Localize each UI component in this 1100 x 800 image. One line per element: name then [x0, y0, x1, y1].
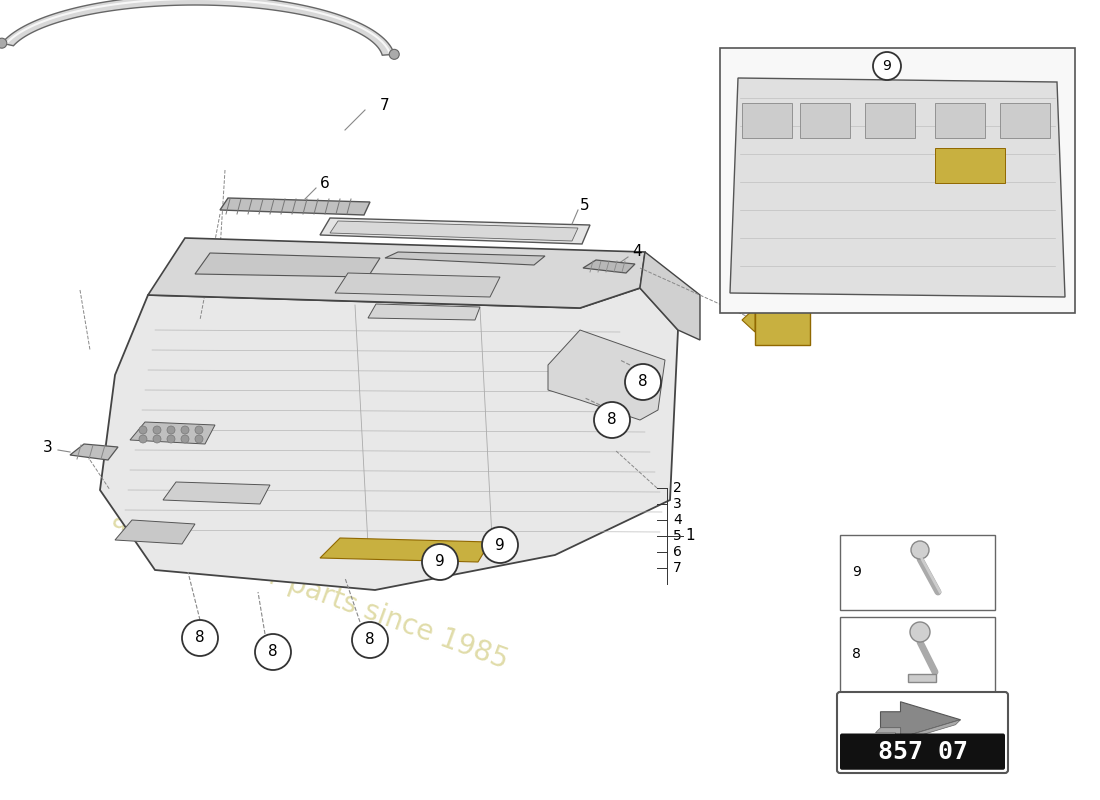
Polygon shape	[755, 295, 810, 345]
FancyBboxPatch shape	[840, 734, 1005, 770]
Polygon shape	[583, 260, 635, 273]
Text: e-c-a: e-c-a	[117, 397, 443, 603]
Polygon shape	[880, 702, 960, 738]
Bar	[935, 148, 1005, 183]
Text: 7: 7	[379, 98, 389, 113]
Text: 8: 8	[607, 413, 617, 427]
Bar	[1000, 103, 1050, 138]
Circle shape	[352, 622, 388, 658]
Bar	[800, 103, 850, 138]
Polygon shape	[320, 538, 490, 562]
Polygon shape	[70, 444, 118, 460]
Polygon shape	[640, 252, 700, 340]
Text: 5: 5	[580, 198, 590, 213]
Circle shape	[153, 435, 161, 443]
Text: 4: 4	[632, 245, 641, 259]
Text: 8: 8	[195, 630, 205, 646]
Polygon shape	[148, 238, 645, 308]
Polygon shape	[320, 218, 590, 244]
Text: 9: 9	[882, 59, 891, 73]
Circle shape	[139, 426, 147, 434]
Text: 6: 6	[320, 175, 330, 190]
Circle shape	[255, 634, 292, 670]
Text: 4: 4	[673, 513, 682, 527]
Polygon shape	[2, 0, 394, 55]
Polygon shape	[220, 198, 370, 215]
Circle shape	[910, 622, 930, 642]
Circle shape	[594, 402, 630, 438]
Polygon shape	[330, 221, 578, 241]
Polygon shape	[163, 482, 270, 504]
Text: 5: 5	[673, 529, 682, 543]
Circle shape	[389, 50, 399, 59]
Polygon shape	[742, 308, 755, 332]
Bar	[720, 48, 1075, 313]
Text: 1: 1	[685, 529, 694, 543]
Circle shape	[422, 544, 458, 580]
Bar	[840, 617, 996, 692]
Circle shape	[195, 435, 204, 443]
Circle shape	[0, 38, 7, 48]
Text: 7: 7	[673, 561, 682, 575]
Text: 8: 8	[638, 374, 648, 390]
Polygon shape	[130, 422, 214, 444]
Text: 857 07: 857 07	[878, 740, 968, 764]
Text: a passion for parts since 1985: a passion for parts since 1985	[108, 505, 512, 675]
Circle shape	[482, 527, 518, 563]
Text: 8: 8	[365, 633, 375, 647]
Text: 3: 3	[673, 497, 682, 511]
Circle shape	[153, 426, 161, 434]
Polygon shape	[116, 520, 195, 544]
Bar	[840, 535, 996, 610]
Text: 9: 9	[436, 554, 444, 570]
Text: 3: 3	[43, 441, 53, 455]
Polygon shape	[876, 720, 960, 742]
Text: 9: 9	[495, 538, 505, 553]
Text: 6: 6	[673, 545, 682, 559]
Bar	[935, 103, 984, 138]
Polygon shape	[385, 252, 544, 265]
Polygon shape	[100, 288, 678, 590]
Polygon shape	[195, 253, 380, 277]
Circle shape	[182, 435, 189, 443]
Bar	[865, 103, 915, 138]
FancyBboxPatch shape	[837, 692, 1008, 773]
Circle shape	[167, 435, 175, 443]
Circle shape	[182, 426, 189, 434]
Text: 8: 8	[852, 647, 861, 661]
Text: 8: 8	[268, 645, 278, 659]
Polygon shape	[548, 330, 666, 420]
Text: 2: 2	[673, 481, 682, 495]
Bar	[742, 103, 792, 138]
Circle shape	[182, 620, 218, 656]
Polygon shape	[368, 304, 480, 320]
Polygon shape	[730, 78, 1065, 297]
Circle shape	[873, 52, 901, 80]
Circle shape	[167, 426, 175, 434]
Bar	[908, 674, 936, 682]
Circle shape	[195, 426, 204, 434]
Text: 9: 9	[852, 565, 861, 579]
Polygon shape	[336, 273, 500, 297]
Circle shape	[625, 364, 661, 400]
Circle shape	[139, 435, 147, 443]
Circle shape	[911, 541, 930, 559]
